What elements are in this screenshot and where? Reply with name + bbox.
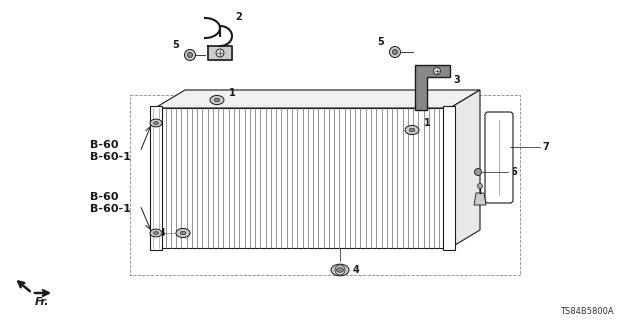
Ellipse shape xyxy=(180,231,186,235)
Ellipse shape xyxy=(154,122,159,124)
Ellipse shape xyxy=(214,98,220,102)
Polygon shape xyxy=(415,65,450,110)
Ellipse shape xyxy=(405,125,419,134)
Ellipse shape xyxy=(150,229,162,237)
Ellipse shape xyxy=(150,119,162,127)
Text: B-60: B-60 xyxy=(90,192,118,202)
Text: 3: 3 xyxy=(453,75,460,85)
Ellipse shape xyxy=(337,268,344,272)
Ellipse shape xyxy=(210,95,224,105)
Circle shape xyxy=(188,52,193,58)
Ellipse shape xyxy=(409,128,415,132)
Text: Fr.: Fr. xyxy=(35,297,49,307)
Text: 2: 2 xyxy=(235,12,242,22)
Ellipse shape xyxy=(331,264,349,276)
Text: 4: 4 xyxy=(353,265,360,275)
Text: 1: 1 xyxy=(229,88,236,98)
Polygon shape xyxy=(155,90,480,108)
Ellipse shape xyxy=(176,228,190,237)
Circle shape xyxy=(477,183,483,188)
Text: TS84B5800A: TS84B5800A xyxy=(560,307,614,316)
Text: 5: 5 xyxy=(377,37,384,47)
Circle shape xyxy=(433,68,440,75)
Text: 1: 1 xyxy=(424,118,431,128)
Ellipse shape xyxy=(154,231,159,235)
Polygon shape xyxy=(450,90,480,248)
Text: 7: 7 xyxy=(542,142,548,152)
Polygon shape xyxy=(208,46,232,60)
Text: 4: 4 xyxy=(159,228,166,238)
Circle shape xyxy=(474,169,481,175)
Text: B-60-1: B-60-1 xyxy=(90,152,131,162)
Circle shape xyxy=(184,50,195,60)
Circle shape xyxy=(390,46,401,58)
FancyBboxPatch shape xyxy=(485,112,513,203)
Text: 5: 5 xyxy=(172,40,179,50)
Polygon shape xyxy=(474,193,486,205)
Polygon shape xyxy=(443,106,455,250)
Text: B-60: B-60 xyxy=(90,140,118,150)
Text: B-60-1: B-60-1 xyxy=(90,204,131,214)
Text: 6: 6 xyxy=(510,167,516,177)
Circle shape xyxy=(216,49,224,57)
Polygon shape xyxy=(155,108,450,248)
Polygon shape xyxy=(150,106,162,250)
Circle shape xyxy=(392,50,397,54)
